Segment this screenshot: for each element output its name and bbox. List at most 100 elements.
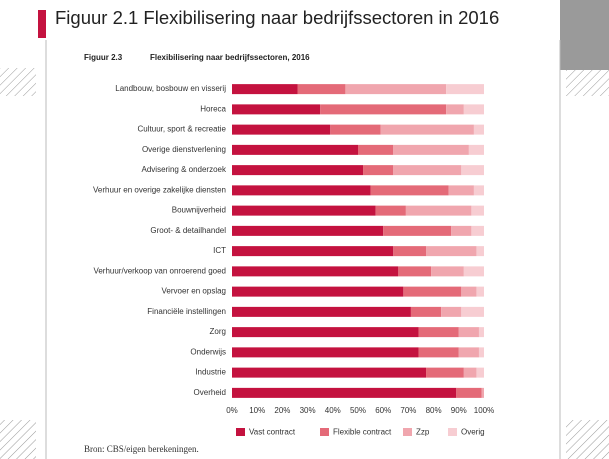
bar-segment <box>232 84 298 95</box>
photo <box>560 0 609 70</box>
bar-segment <box>458 347 479 358</box>
bar-segment <box>418 347 459 358</box>
x-tick-label: 70% <box>400 406 416 415</box>
x-tick-label: 20% <box>274 406 290 415</box>
bar-segment <box>446 84 484 95</box>
bar-segment <box>363 165 394 176</box>
bar-segment <box>473 185 484 196</box>
bar-segment <box>232 225 384 236</box>
bar-segment <box>393 246 427 257</box>
category-label: Financiële instellingen <box>147 307 226 316</box>
category-label: Verhuur en overige zakelijke diensten <box>93 185 226 194</box>
bar-segment <box>478 347 484 358</box>
bar-segment <box>446 104 464 115</box>
bar-segment <box>478 327 484 338</box>
category-label: Industrie <box>195 368 226 377</box>
bar-segment <box>471 205 484 216</box>
category-label: Verhuur/verkoop van onroerend goed <box>93 266 226 275</box>
bar-segment <box>232 387 457 398</box>
bar-segment <box>473 124 484 135</box>
legend-label: Flexible contract <box>333 428 392 437</box>
figure-label: Figuur 2.3 <box>84 53 123 62</box>
bar-segment <box>380 124 474 135</box>
category-label: ICT <box>213 246 226 255</box>
decoration <box>0 420 36 459</box>
bar-segment <box>232 347 419 358</box>
bar-segment <box>403 286 462 297</box>
x-tick-label: 80% <box>426 406 442 415</box>
bar-segment <box>456 387 482 398</box>
bar-segment <box>463 104 484 115</box>
bar-segment <box>461 306 484 317</box>
x-tick-label: 50% <box>350 406 366 415</box>
legend-label: Overig <box>461 428 485 437</box>
bar-segment <box>358 144 394 155</box>
bar-segment <box>468 144 484 155</box>
bar-segment <box>405 205 472 216</box>
bar-segment <box>232 306 411 317</box>
bar-segment <box>232 144 358 155</box>
x-tick-label: 10% <box>249 406 265 415</box>
x-tick-label: 30% <box>300 406 316 415</box>
legend-swatch <box>236 428 245 436</box>
x-tick-label: 0% <box>226 406 238 415</box>
bar-segment <box>232 124 331 135</box>
decoration <box>566 68 609 96</box>
category-label: Horeca <box>200 104 226 113</box>
bar-segment <box>463 367 477 378</box>
bar-segment <box>232 246 394 257</box>
bar-segment <box>393 165 462 176</box>
legend-label: Vast contract <box>249 428 296 437</box>
bar-segment <box>370 185 449 196</box>
slide-title: Figuur 2.1 Flexibilisering naar bedrijfs… <box>55 7 499 28</box>
category-label: Groot- & detailhandel <box>150 226 226 235</box>
legend-swatch <box>403 428 412 436</box>
bar-segment <box>393 144 469 155</box>
bar-segment <box>345 84 447 95</box>
legend-swatch <box>448 428 457 436</box>
bar-segment <box>375 205 406 216</box>
bar-segment <box>431 266 464 277</box>
bar-segment <box>476 246 484 257</box>
decoration <box>38 10 46 38</box>
x-tick-label: 100% <box>474 406 494 415</box>
category-label: Landbouw, bosbouw en visserij <box>115 84 226 93</box>
bar-segment <box>320 104 447 115</box>
bar-segment <box>481 387 484 398</box>
legend-label: Zzp <box>416 428 430 437</box>
bar-segment <box>461 165 484 176</box>
bar-segment <box>232 185 371 196</box>
bar-segment <box>232 104 321 115</box>
bar-segment <box>461 286 477 297</box>
bar-segment <box>441 306 462 317</box>
category-label: Overheid <box>194 388 226 397</box>
bar-segment <box>297 84 346 95</box>
bar-segment <box>232 165 364 176</box>
bar-segment <box>476 367 484 378</box>
category-label: Overige dienstverlening <box>142 145 226 154</box>
bar-segment <box>398 266 432 277</box>
bar-segment <box>426 246 477 257</box>
bar-segment <box>330 124 381 135</box>
bar-segment <box>232 286 404 297</box>
bar-segment <box>426 367 464 378</box>
category-label: Bouwnijverheid <box>172 206 226 215</box>
source: Bron: CBS/eigen berekeningen. <box>84 444 199 454</box>
bar-segment <box>383 225 452 236</box>
bar-segment <box>471 225 484 236</box>
bar-segment <box>410 306 442 317</box>
decoration <box>566 420 609 459</box>
x-tick-label: 90% <box>451 406 467 415</box>
bar-segment <box>448 185 474 196</box>
decoration <box>0 68 36 96</box>
category-label: Onderwijs <box>190 347 226 356</box>
bar-segment <box>476 286 484 297</box>
category-label: Advisering & onderzoek <box>142 165 227 174</box>
x-tick-label: 40% <box>325 406 341 415</box>
bar-segment <box>232 327 419 338</box>
bar-segment <box>418 327 459 338</box>
bar-segment <box>232 266 399 277</box>
category-label: Zorg <box>210 327 226 336</box>
legend-swatch <box>320 428 329 436</box>
